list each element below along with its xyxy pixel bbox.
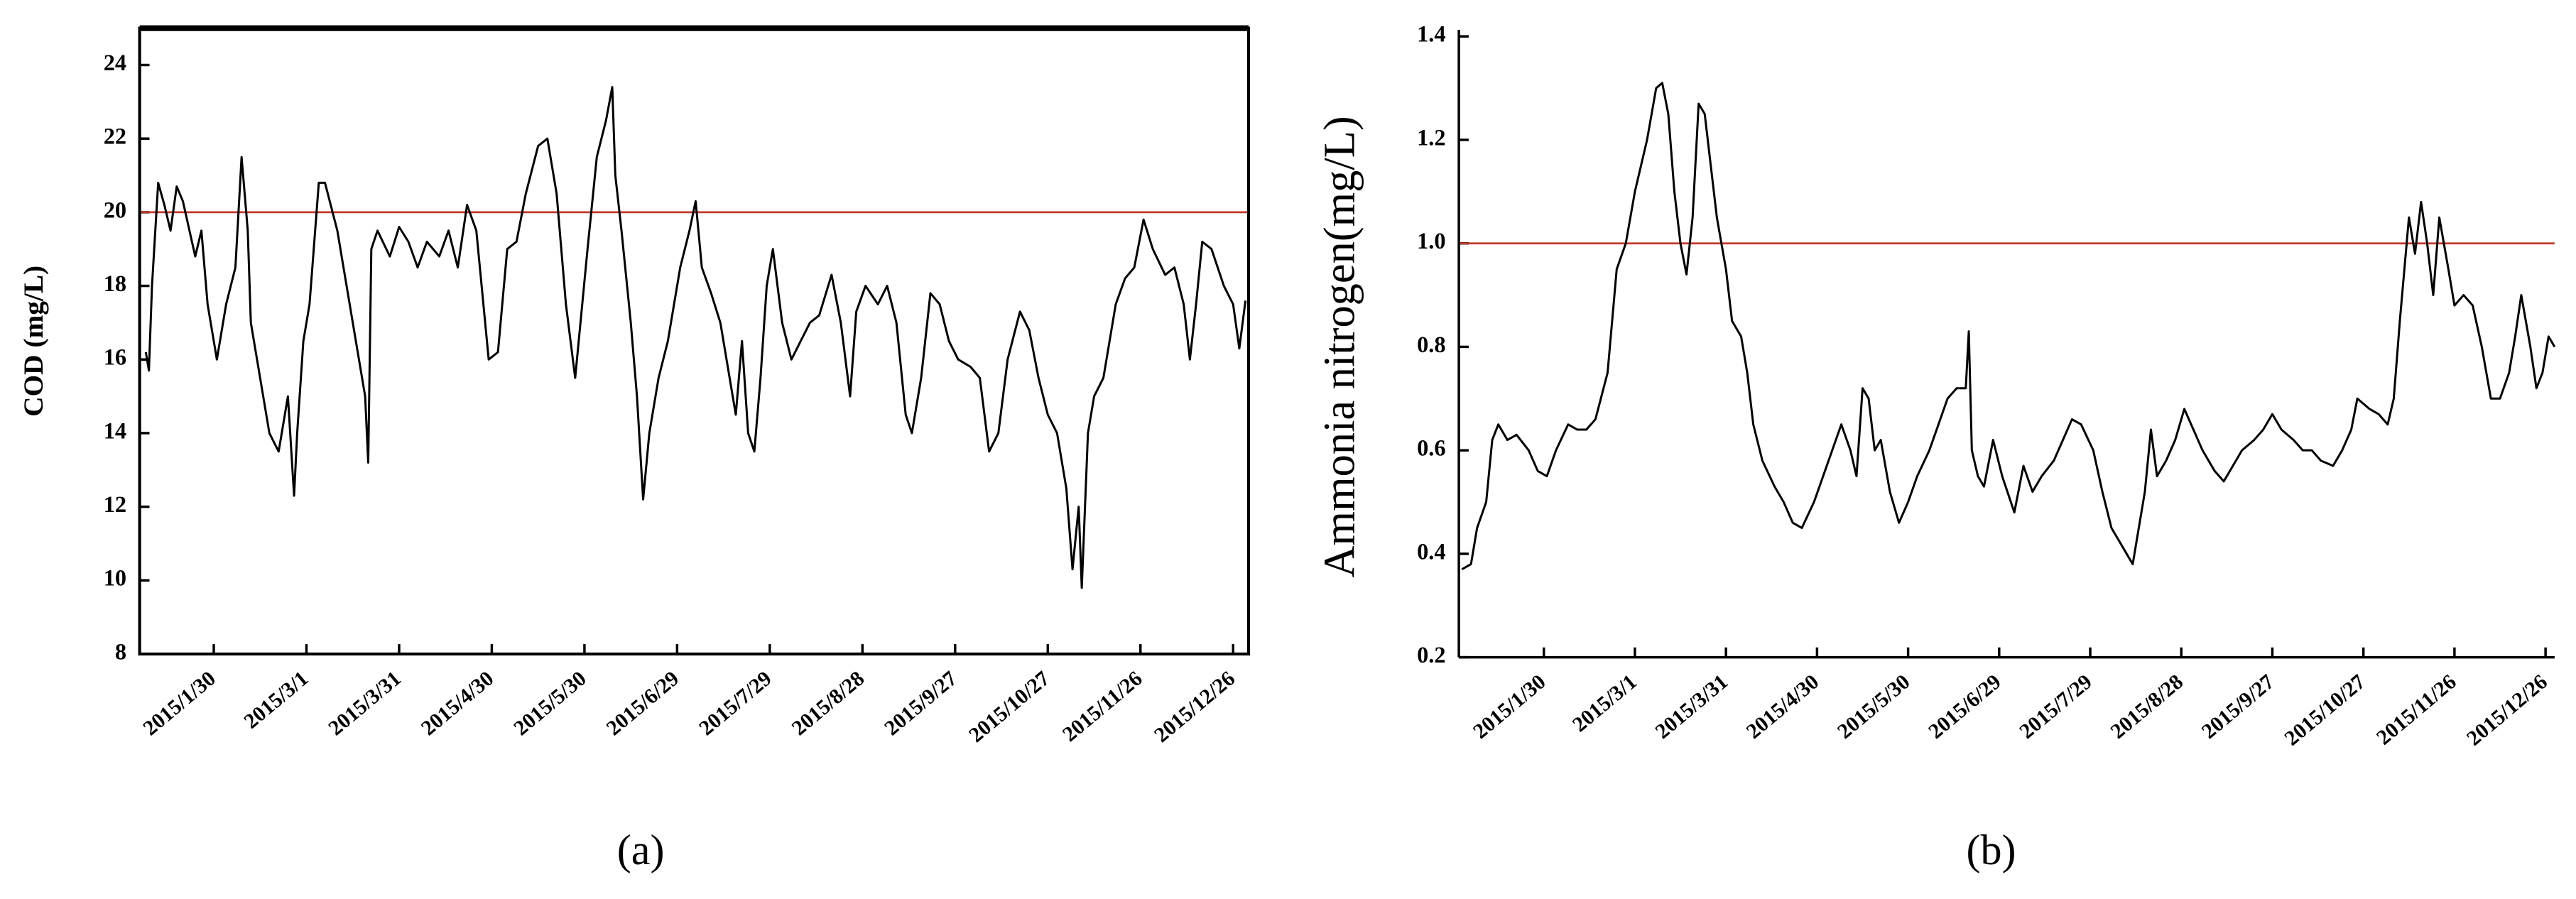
data-line xyxy=(144,86,1247,589)
y-axis-label: COD (mg/L) xyxy=(18,266,49,417)
y-tick-label: 1.4 xyxy=(1417,22,1445,48)
y-tick-label: 8 xyxy=(115,639,126,665)
caption: (a) xyxy=(617,827,665,874)
y-tick-label: 10 xyxy=(104,566,126,592)
y-tick-label: 16 xyxy=(104,345,126,371)
y-tick-label: 20 xyxy=(104,197,126,223)
y-tick-label: 12 xyxy=(104,492,126,518)
y-tick-label: 24 xyxy=(104,50,126,76)
y-tick-label: 1.0 xyxy=(1417,229,1445,254)
y-tick-label: 0.8 xyxy=(1417,332,1445,358)
data-line xyxy=(1461,82,2556,571)
y-axis-label: Ammonia nitrogen(mg/L) xyxy=(1314,116,1364,577)
y-tick-label: 18 xyxy=(104,271,126,297)
y-tick-label: 0.2 xyxy=(1417,643,1445,668)
caption: (b) xyxy=(1966,827,2016,874)
y-tick-label: 22 xyxy=(104,124,126,150)
y-tick-label: 0.4 xyxy=(1417,539,1445,565)
y-tick-label: 14 xyxy=(104,418,126,444)
y-tick-label: 1.2 xyxy=(1417,125,1445,151)
y-tick-label: 0.6 xyxy=(1417,436,1445,462)
